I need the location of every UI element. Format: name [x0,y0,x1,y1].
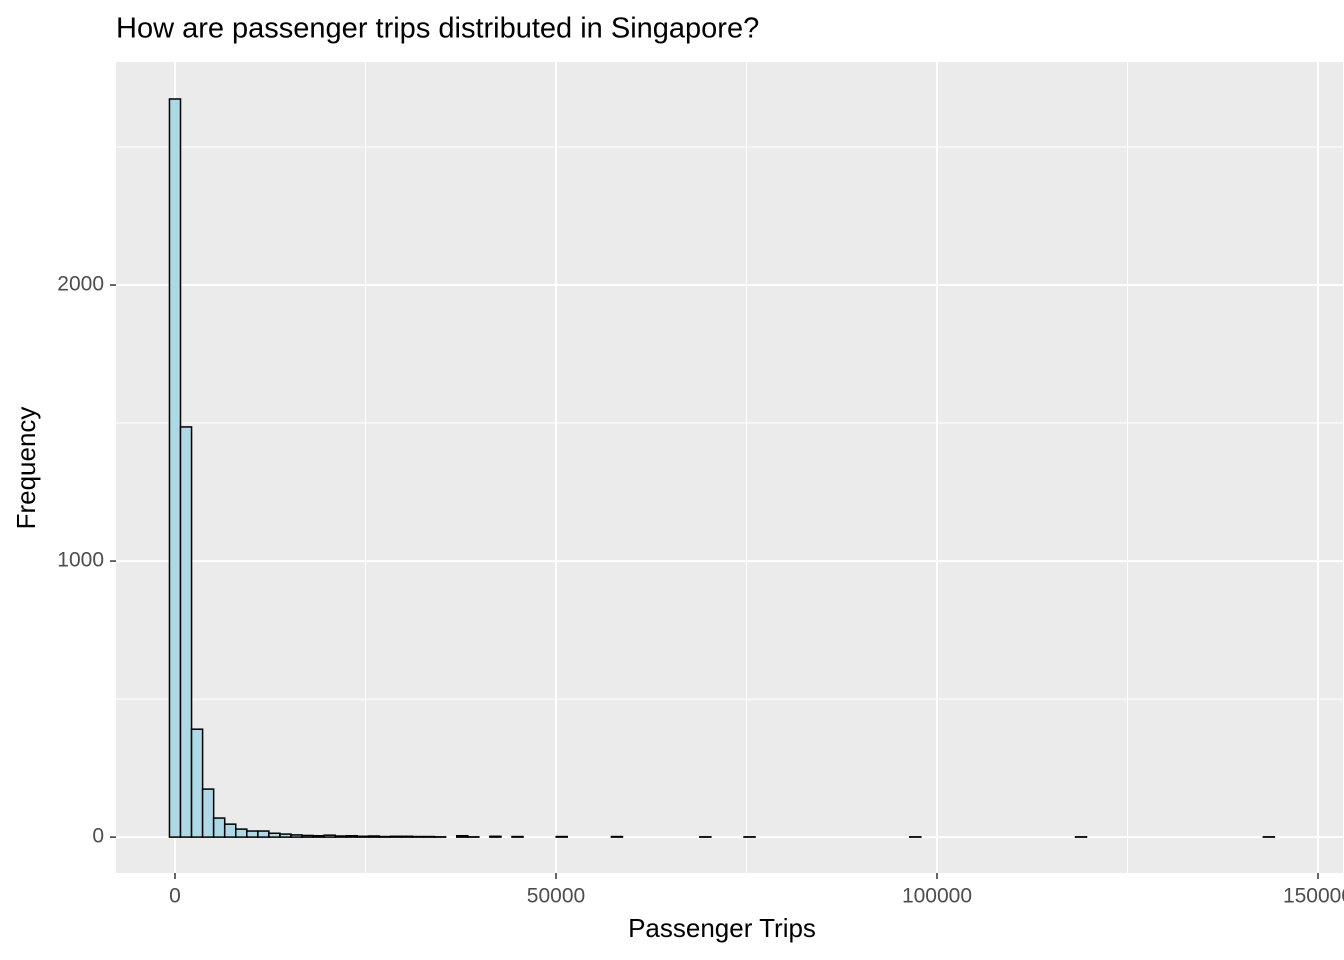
y-tick-label: 1000 [57,549,104,572]
bar [610,835,624,838]
bar [279,833,292,838]
bars [168,98,1276,838]
x-tick-label: 50000 [527,885,585,908]
bar [356,835,370,838]
bar [367,835,381,838]
plot-panel [116,62,1343,873]
bar [301,834,314,838]
bar [323,834,336,838]
bar [378,835,392,838]
bar [268,832,281,838]
x-tick-label: 100000 [902,885,972,908]
bar [400,835,414,838]
bar [389,835,403,838]
bar [489,835,502,838]
bar [422,835,436,838]
x-axis-title: Passenger Trips [628,913,816,943]
bar [511,835,524,838]
bar [555,835,568,838]
x-tick-label: 0 [169,885,181,908]
bar [235,828,248,838]
bar [212,817,226,838]
y-axis-title: Frequency [11,407,41,530]
bar [455,834,469,838]
bar [312,834,325,838]
bar [179,426,193,838]
chart-title: How are passenger trips distributed in S… [116,13,759,45]
bar [334,835,347,838]
bar [345,834,359,838]
bar [223,823,237,838]
bar [290,834,303,838]
bar [411,835,425,838]
bar [246,830,259,838]
bar [257,830,270,838]
y-tick-label: 2000 [57,273,104,296]
y-tick-label: 0 [92,825,104,848]
bar [168,98,182,838]
bar [201,788,215,838]
bar [190,728,204,838]
